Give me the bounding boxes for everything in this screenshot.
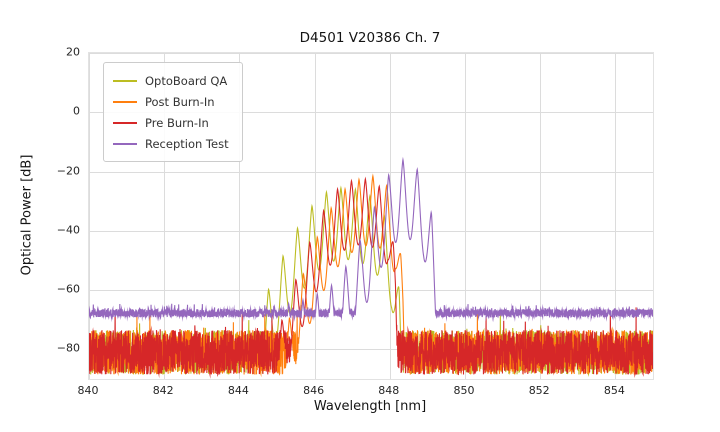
legend-item: Pre Burn-In (113, 112, 229, 133)
y-tick-label: −40 (56, 223, 80, 237)
x-tick-label: 854 (603, 384, 625, 397)
chart-title: D4501 V20386 Ch. 7 (299, 30, 441, 46)
x-tick-label: 846 (303, 384, 325, 397)
y-tick-label: 20 (66, 45, 80, 59)
y-tick-label: −80 (56, 341, 80, 355)
x-tick-label: 842 (152, 384, 174, 397)
x-tick-label: 840 (77, 384, 99, 397)
legend-line-swatch (113, 142, 137, 145)
x-tick-label: 848 (378, 384, 400, 397)
y-axis-label: Optical Power [dB] (19, 154, 35, 276)
x-axis-label: Wavelength [nm] (313, 399, 427, 414)
legend-line-swatch (113, 121, 137, 124)
legend-item: Reception Test (113, 133, 229, 154)
y-tick-label: −60 (56, 282, 80, 296)
legend-label: Post Burn-In (145, 94, 215, 109)
x-tick-label: 844 (227, 384, 249, 397)
x-tick-label: 850 (453, 384, 475, 397)
legend-item: Post Burn-In (113, 91, 229, 112)
x-tick-label: 852 (528, 384, 550, 397)
y-tick-label: 0 (73, 104, 80, 118)
legend-item: OptoBoard QA (113, 70, 229, 91)
legend-label: Reception Test (145, 136, 229, 151)
y-tick-label: −20 (56, 164, 80, 178)
legend-line-swatch (113, 100, 137, 103)
legend-line-swatch (113, 79, 137, 82)
legend-label: OptoBoard QA (145, 73, 228, 88)
legend: OptoBoard QA Post Burn-In Pre Burn-In Recep… (103, 62, 243, 162)
legend-label: Pre Burn-In (145, 115, 209, 130)
plot-area: OptoBoard QA Post Burn-In Pre Burn-In Recep… (88, 52, 654, 380)
